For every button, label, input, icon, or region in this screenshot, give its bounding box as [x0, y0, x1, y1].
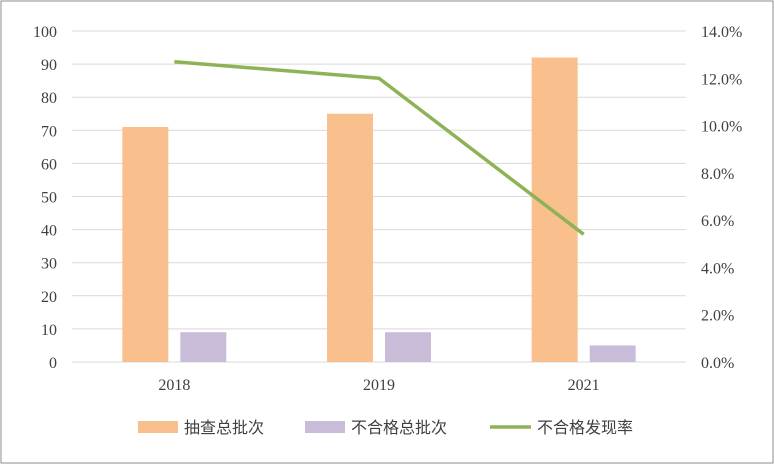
right-tick-label: 6.0% — [701, 213, 734, 230]
left-tick-label: 0 — [49, 355, 57, 372]
right-tick-label: 2.0% — [701, 308, 734, 325]
legend-label: 不合格发现率 — [537, 418, 633, 437]
bar-failed — [180, 332, 226, 362]
right-tick-label: 14.0% — [701, 24, 742, 41]
left-tick-label: 20 — [41, 289, 57, 306]
legend-label: 抽查总批次 — [184, 418, 264, 437]
bar-total — [122, 127, 168, 362]
legend-swatch — [305, 421, 345, 433]
bar-failed — [385, 332, 431, 362]
legend-label: 不合格总批次 — [351, 418, 447, 437]
bar-total — [532, 57, 578, 362]
right-tick-label: 10.0% — [701, 119, 742, 136]
right-tick-label: 8.0% — [701, 166, 734, 183]
left-tick-label: 50 — [41, 190, 57, 207]
left-tick-label: 70 — [41, 123, 57, 140]
left-tick-label: 90 — [41, 57, 57, 74]
left-tick-label: 60 — [41, 156, 57, 173]
left-tick-label: 10 — [41, 322, 57, 339]
left-tick-label: 30 — [41, 256, 57, 273]
right-tick-label: 12.0% — [701, 71, 742, 88]
x-tick-label: 2018 — [158, 377, 190, 394]
legend-swatch — [138, 421, 178, 433]
bar-failed — [590, 345, 636, 362]
x-tick-label: 2021 — [568, 377, 600, 394]
x-tick-label: 2019 — [363, 377, 395, 394]
right-tick-label: 0.0% — [701, 355, 734, 372]
right-tick-label: 4.0% — [701, 260, 734, 277]
bar-total — [327, 114, 373, 362]
left-tick-label: 80 — [41, 90, 57, 107]
left-tick-label: 40 — [41, 223, 57, 240]
left-tick-label: 100 — [33, 24, 57, 41]
legend: 抽查总批次 不合格总批次 不合格发现率 — [138, 418, 633, 437]
